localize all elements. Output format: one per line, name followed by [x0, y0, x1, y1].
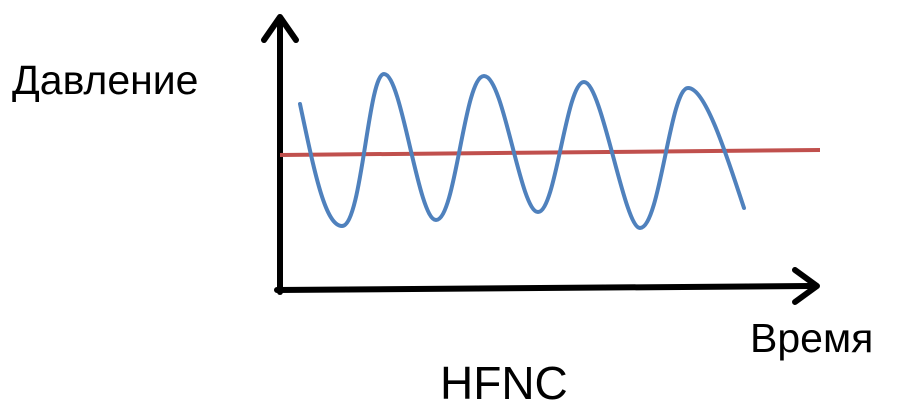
x-axis — [274, 283, 813, 293]
y-axis-arrowhead — [261, 14, 299, 43]
diagram-caption: HFNC — [440, 357, 568, 409]
oscillating-pressure-curve — [298, 71, 746, 231]
x-axis-arrowhead — [792, 267, 820, 305]
y-axis-label: Давление — [12, 57, 199, 103]
mean-pressure-line — [279, 148, 821, 157]
x-axis-label: Время — [750, 315, 874, 361]
